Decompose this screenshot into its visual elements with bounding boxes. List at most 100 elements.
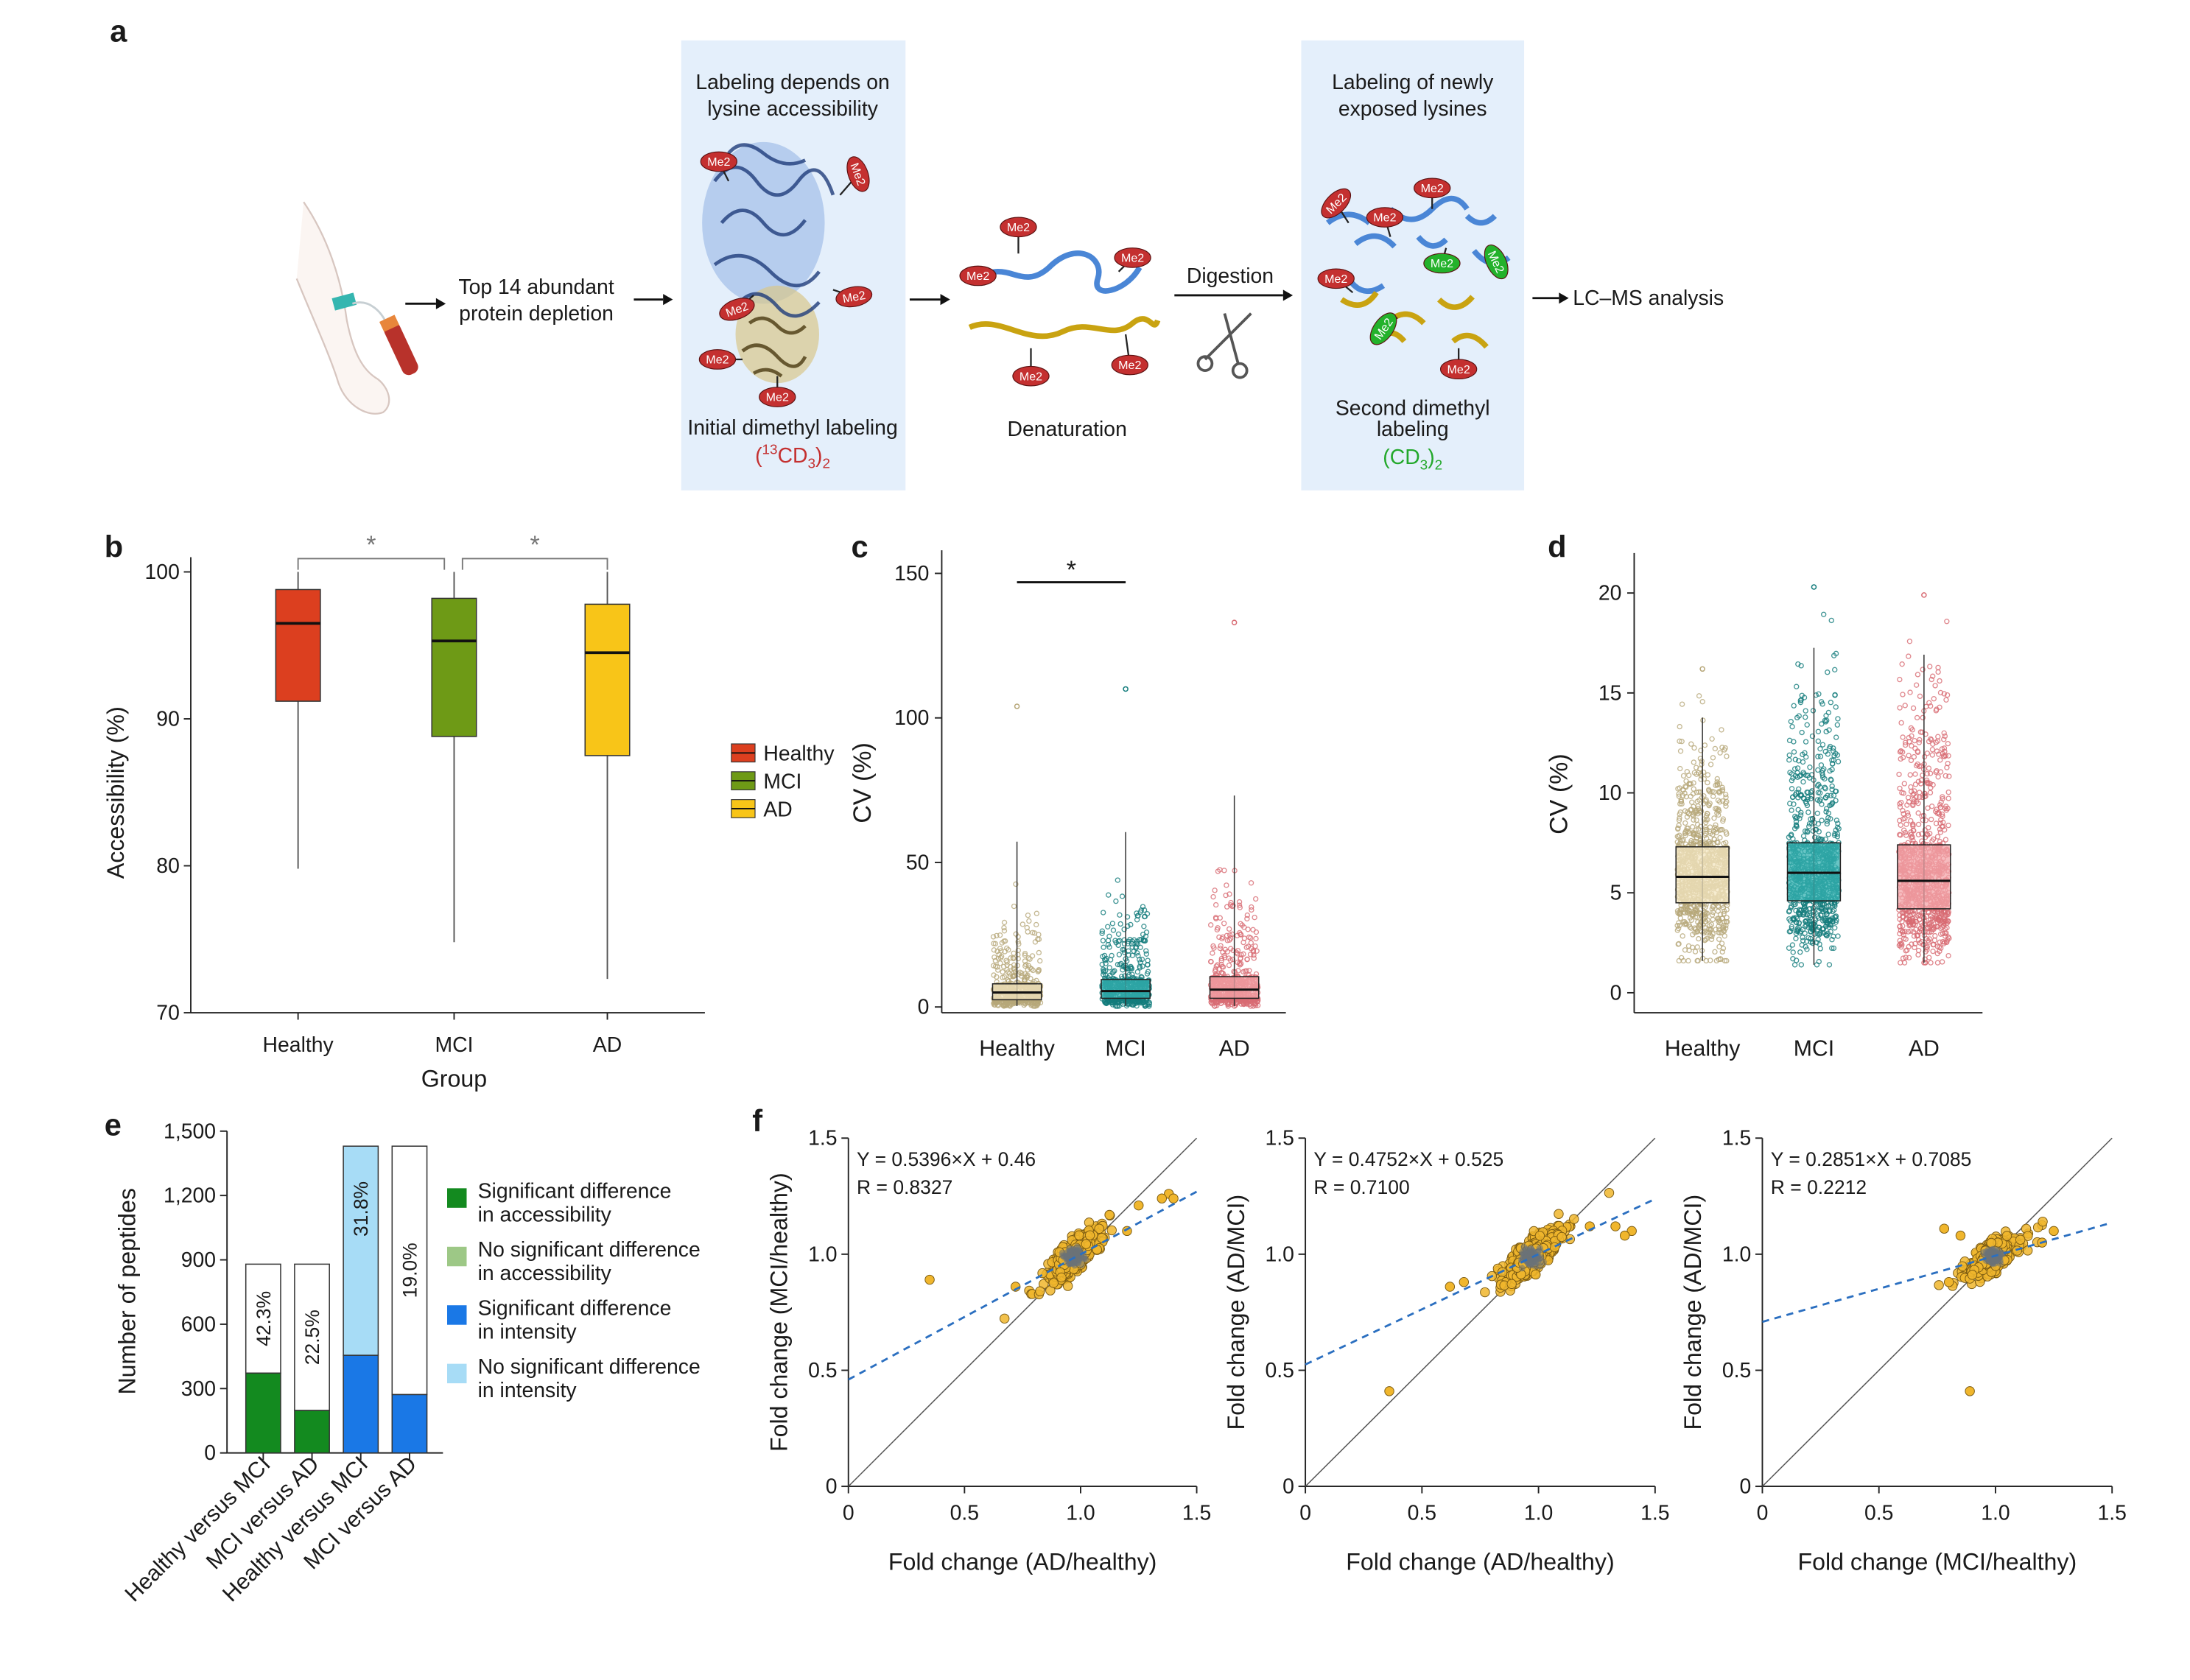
d-point <box>1689 799 1695 805</box>
d-max-point <box>1811 584 1817 590</box>
b-box-ad <box>584 603 631 756</box>
c-point <box>1248 940 1254 946</box>
d-point <box>1712 949 1718 955</box>
d-point <box>1923 703 1929 710</box>
c-point <box>1138 974 1144 980</box>
d-point <box>1677 723 1682 730</box>
d-point <box>1815 738 1822 745</box>
c-point <box>1113 940 1119 946</box>
d-xtick-label: AD <box>1909 1037 1940 1061</box>
d-max-point <box>1699 666 1705 672</box>
c-point <box>1011 903 1017 910</box>
d-point <box>1909 743 1915 749</box>
d-point <box>1937 769 1944 775</box>
d-point <box>1710 793 1716 799</box>
c-point <box>1117 921 1123 927</box>
me2-tag-label: Me2 <box>1007 221 1030 234</box>
c-point <box>1141 913 1148 920</box>
d-point <box>1935 734 1941 739</box>
c-point <box>1210 893 1216 900</box>
arrow-5 <box>1532 292 1569 304</box>
me2-tag-shape <box>1366 207 1404 228</box>
me2-tag-label: Me2 <box>706 354 729 367</box>
c-point <box>1035 969 1041 974</box>
d-point <box>1935 669 1941 675</box>
d-point <box>1716 943 1722 950</box>
d-point <box>1791 703 1797 709</box>
b-legend-label: MCI <box>763 770 801 794</box>
box2-caption-line2: labeling <box>1377 418 1449 441</box>
b-legend-label: AD <box>763 798 792 821</box>
panel-label-e: e <box>105 1107 122 1142</box>
d-point <box>1702 742 1708 748</box>
c-point <box>1210 950 1215 956</box>
d-point <box>1908 784 1914 790</box>
f1-ytick-label: 0.5 <box>808 1359 837 1382</box>
d-point <box>1676 957 1682 964</box>
c-point <box>1106 933 1112 939</box>
d-point <box>1926 765 1932 771</box>
c-point <box>1032 1003 1039 1009</box>
box2-title-line2: exposed lysines <box>1338 97 1487 121</box>
c-point <box>990 934 997 940</box>
step1-line1: Top 14 abundant <box>458 275 614 299</box>
step1-line2: protein depletion <box>459 302 614 326</box>
e-data-label: 42.3% <box>253 1291 275 1346</box>
box2-title-line1: Labeling of newly <box>1332 71 1494 94</box>
d-point <box>1821 611 1827 617</box>
d-point <box>1811 904 1818 910</box>
c-sig-star: * <box>1067 556 1076 584</box>
d-point <box>1931 696 1937 702</box>
c-point <box>1240 951 1246 957</box>
c-point <box>1000 969 1005 975</box>
panel-a: a Top 14 abundant protein depletion Labe… <box>110 14 1724 491</box>
d-point <box>1819 818 1825 823</box>
c-point <box>1028 966 1035 972</box>
me2-tag-shape <box>1484 245 1509 280</box>
c-point <box>1019 921 1026 927</box>
c-point <box>1123 1003 1130 1009</box>
me2-tag: Me2 <box>1114 247 1151 268</box>
c-point <box>992 941 999 947</box>
c-point <box>1224 882 1229 888</box>
d-point <box>1913 682 1920 688</box>
me2-tag: Me2 <box>1012 365 1050 387</box>
e-legend-swatch <box>447 1363 467 1384</box>
d-point <box>1717 834 1723 841</box>
c-point <box>1145 962 1151 968</box>
d-point <box>1791 749 1797 755</box>
c-point <box>1015 938 1021 945</box>
c-point <box>1221 868 1227 874</box>
me2-tag-shape <box>1000 217 1037 238</box>
d-point <box>1804 722 1810 728</box>
panel-label-a: a <box>110 14 127 49</box>
f1-point <box>1104 1209 1115 1220</box>
d-point <box>1788 718 1794 725</box>
c-point <box>1212 888 1218 893</box>
d-point <box>1692 949 1699 955</box>
d-point <box>1677 748 1684 754</box>
c-point <box>1121 949 1128 955</box>
me2-tag-shape <box>1111 354 1148 376</box>
d-point <box>1924 770 1930 777</box>
d-point <box>1939 959 1945 965</box>
me2-tag-label: Me2 <box>1447 363 1470 376</box>
d-point <box>1928 816 1934 823</box>
d-point <box>1915 952 1921 958</box>
d-ytick-label: 10 <box>1598 781 1622 805</box>
me2-tag: Me2 <box>700 151 737 172</box>
f1-xtick-label: 1.0 <box>1066 1501 1095 1525</box>
e-bar-total <box>343 1145 379 1356</box>
e-legend-swatch <box>447 1305 467 1325</box>
c-point <box>1213 963 1219 969</box>
d-point <box>1911 753 1917 760</box>
d-point <box>1835 933 1841 939</box>
c-point <box>1118 974 1125 980</box>
d-xtick-label: Healthy <box>1665 1037 1741 1061</box>
d-point <box>1803 754 1809 760</box>
d-point <box>1699 761 1705 767</box>
d-point <box>1791 962 1798 968</box>
